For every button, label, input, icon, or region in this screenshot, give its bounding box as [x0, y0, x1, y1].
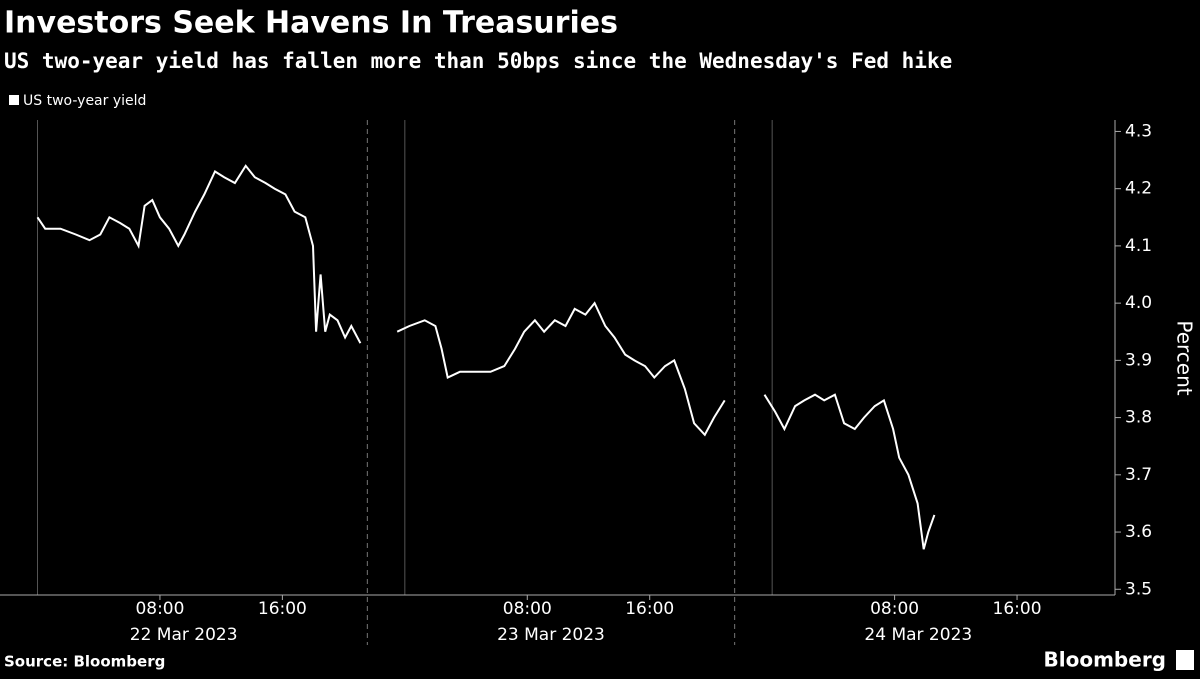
- y-tick-label: 3.7: [1125, 465, 1152, 485]
- day-label: 23 Mar 2023: [497, 625, 605, 645]
- x-tick-label: 08:00: [503, 599, 552, 619]
- day-label: 22 Mar 2023: [130, 625, 238, 645]
- series-line: [36, 164, 936, 550]
- y-tick-label: 4.2: [1125, 179, 1152, 199]
- legend-swatch: [9, 95, 19, 105]
- y-tick-label: 3.9: [1125, 350, 1152, 370]
- brand-icon: [1176, 650, 1194, 670]
- day-label: 24 Mar 2023: [864, 625, 972, 645]
- y-tick-label: 3.8: [1125, 408, 1152, 428]
- source: Source: Bloomberg: [4, 653, 165, 671]
- x-tick-label: 16:00: [993, 599, 1042, 619]
- y-tick-label: 4.1: [1125, 236, 1152, 256]
- y-tick-label: 4.0: [1125, 293, 1152, 313]
- y-tick-label: 3.6: [1125, 522, 1152, 542]
- legend-label: US two-year yield: [23, 93, 146, 109]
- y-axis-title: Percent: [1173, 320, 1197, 395]
- x-tick-label: 08:00: [870, 599, 919, 619]
- x-tick-label: 16:00: [258, 599, 307, 619]
- y-tick-label: 3.5: [1125, 579, 1152, 599]
- x-tick-label: 08:00: [135, 599, 184, 619]
- brand: Bloomberg: [1044, 648, 1166, 672]
- chart-title: Investors Seek Havens In Treasuries: [4, 6, 618, 41]
- x-tick-label: 16:00: [625, 599, 674, 619]
- chart-subtitle: US two-year yield has fallen more than 5…: [4, 49, 952, 73]
- y-tick-label: 4.3: [1125, 121, 1152, 141]
